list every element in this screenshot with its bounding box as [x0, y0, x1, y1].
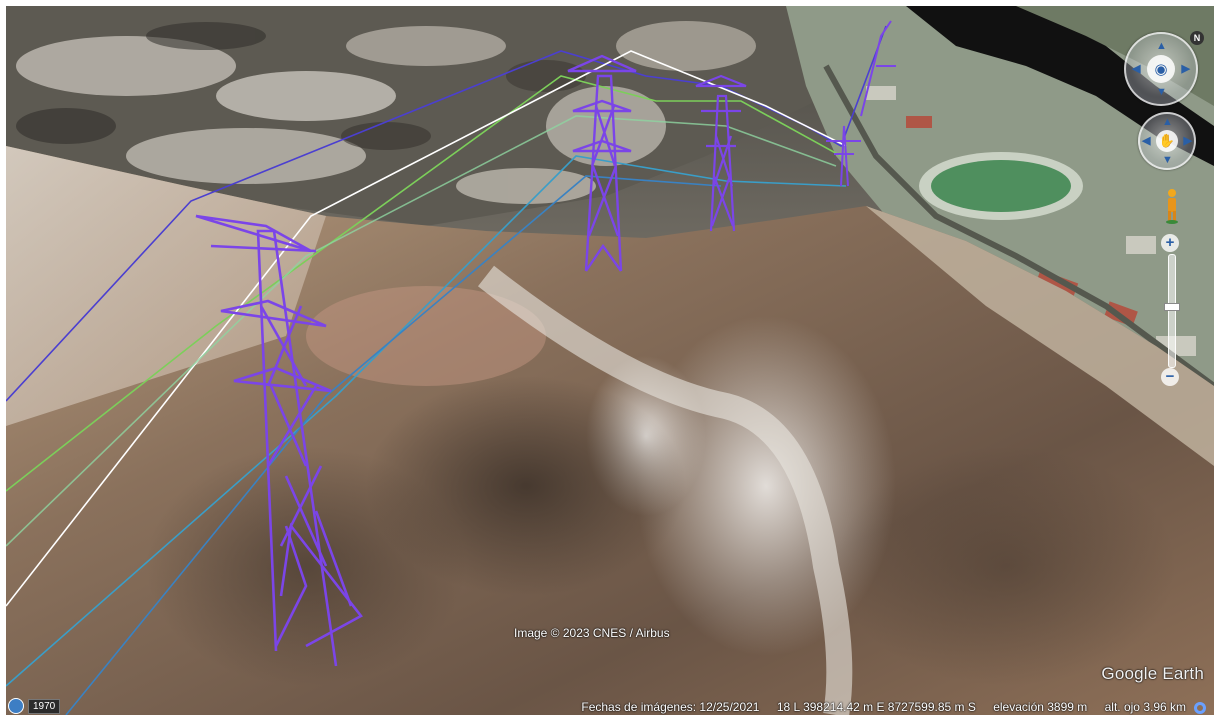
- tower-middle: [567, 54, 637, 272]
- zoom-thumb[interactable]: [1164, 302, 1180, 311]
- move-left-arrow[interactable]: ◀: [1142, 135, 1151, 147]
- earth-viewport[interactable]: Image © 2023 CNES / Airbus Google Earth …: [6, 6, 1214, 715]
- zoom-slider[interactable]: + −: [1159, 234, 1183, 386]
- coordinates: 18 L 398214.42 m E 8727599.85 m S: [776, 700, 976, 714]
- look-control[interactable]: ▲ ▼ ◀ ▶ ◉: [1124, 32, 1198, 106]
- history-icon[interactable]: [8, 698, 24, 714]
- pegman-icon[interactable]: [1163, 188, 1181, 224]
- look-up-arrow[interactable]: ▲: [1156, 40, 1167, 52]
- loading-icon: [1194, 702, 1206, 714]
- look-right-arrow[interactable]: ▶: [1181, 63, 1190, 75]
- imagery-credit: Image © 2023 CNES / Airbus: [514, 626, 670, 640]
- status-bar: 1970 Fechas de imágenes: 12/25/2021 18 L…: [6, 697, 1214, 715]
- move-control[interactable]: ▲ ▼ ◀ ▶ ✋: [1138, 112, 1196, 170]
- tower-near: [195, 214, 363, 667]
- zoom-in-button[interactable]: +: [1161, 234, 1179, 252]
- move-down-arrow[interactable]: ▼: [1162, 154, 1173, 166]
- eye-altitude: alt. ojo 3.96 km: [1104, 700, 1186, 714]
- move-right-arrow[interactable]: ▶: [1183, 135, 1192, 147]
- eye-icon[interactable]: ◉: [1147, 55, 1175, 83]
- look-left-arrow[interactable]: ◀: [1132, 63, 1141, 75]
- elevation: elevación 3899 m: [993, 700, 1088, 714]
- zoom-track[interactable]: [1168, 254, 1176, 368]
- move-up-arrow[interactable]: ▲: [1162, 116, 1173, 128]
- zoom-out-button[interactable]: −: [1161, 368, 1179, 386]
- google-earth-logo: Google Earth: [1101, 664, 1204, 683]
- imagery-date: Fechas de imágenes: 12/25/2021: [581, 700, 760, 714]
- far-towers: [826, 20, 896, 187]
- tower-right: [695, 74, 747, 232]
- hand-icon[interactable]: ✋: [1156, 130, 1178, 152]
- terrain-scene[interactable]: [6, 6, 1214, 715]
- look-down-arrow[interactable]: ▼: [1156, 86, 1167, 98]
- status-readout: Fechas de imágenes: 12/25/2021 18 L 3982…: [567, 700, 1186, 714]
- north-indicator[interactable]: N: [1190, 31, 1204, 45]
- historical-imagery[interactable]: 1970: [8, 698, 61, 714]
- historical-year: 1970: [28, 698, 61, 714]
